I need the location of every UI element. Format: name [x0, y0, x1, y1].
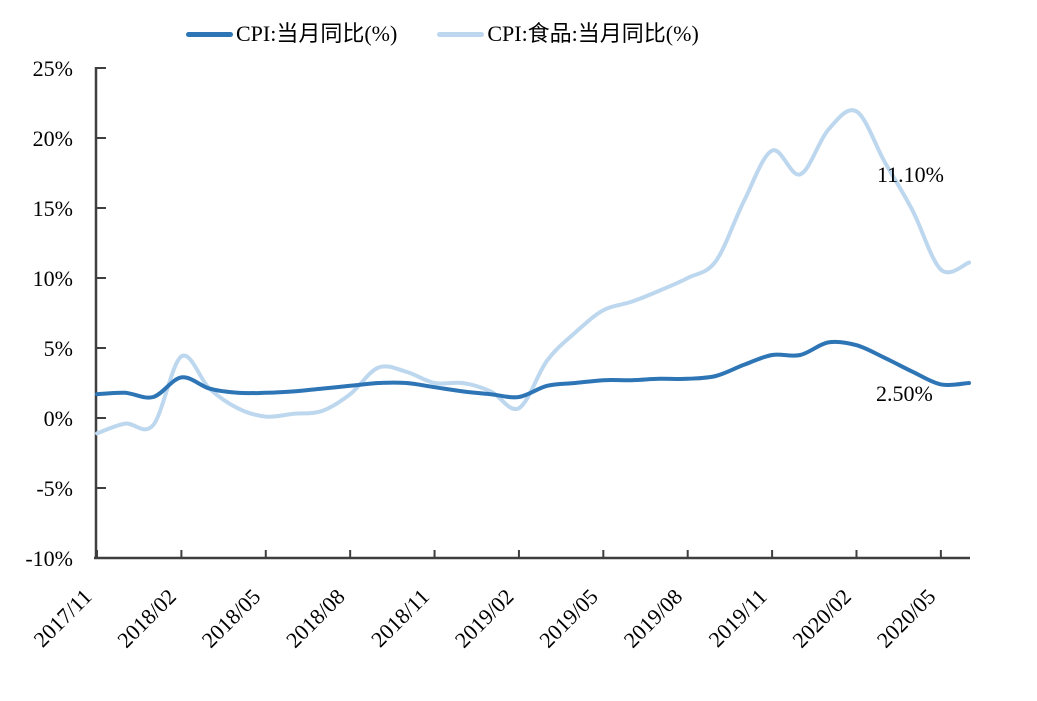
y-axis-label: 10% — [33, 266, 73, 291]
x-axis-label: 2018/08 — [281, 584, 350, 653]
y-axis-label: -5% — [36, 476, 73, 501]
x-axis-label: 2018/02 — [112, 584, 181, 653]
annotation-cpi-last-value: 2.50% — [876, 381, 933, 406]
x-axis-label: 2018/05 — [197, 584, 266, 653]
x-axis-label: 2017/11 — [28, 584, 96, 652]
x-axis-label: 2020/02 — [787, 584, 856, 653]
x-axis-label: 2020/05 — [872, 584, 941, 653]
legend-line-swatch-cpi-food — [437, 31, 485, 37]
y-axis-label: -10% — [25, 546, 73, 571]
x-axis-label: 2019/05 — [534, 584, 603, 653]
y-axis-label: 15% — [33, 196, 73, 221]
legend-label-cpi: CPI:当月同比(%) — [236, 21, 398, 46]
x-axis-label: 2019/08 — [619, 584, 688, 653]
y-axis-label: 5% — [44, 336, 73, 361]
legend-item-cpi[interactable]: CPI:当月同比(%) — [186, 21, 397, 47]
legend-line-swatch-cpi — [186, 31, 233, 37]
x-axis-label: 2019/11 — [704, 584, 772, 652]
annotation-food-last-value: 11.10% — [877, 162, 945, 187]
y-axis-label: 0% — [44, 406, 73, 431]
y-axis-label: 25% — [33, 56, 73, 81]
cpi-series-line[interactable] — [95, 339, 971, 400]
legend-label-cpi-food: CPI:食品:当月同比(%) — [487, 21, 699, 46]
cpi-food-series-line[interactable] — [95, 108, 971, 436]
chart-legend: CPI:当月同比(%) CPI:食品:当月同比(%) — [186, 21, 699, 47]
x-axis-label: 2018/11 — [366, 584, 434, 652]
legend-item-cpi-food[interactable]: CPI:食品:当月同比(%) — [437, 21, 699, 47]
x-axis-label: 2019/02 — [450, 584, 519, 653]
y-axis-label: 20% — [33, 126, 73, 151]
